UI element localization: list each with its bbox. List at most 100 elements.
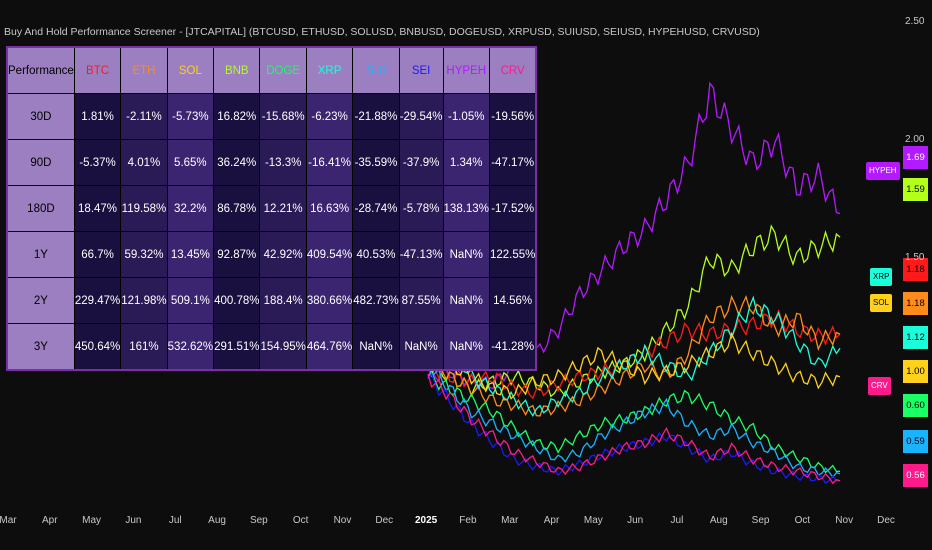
- x-tick-label: Apr: [42, 515, 58, 526]
- table-cell: 229.47%: [73, 277, 122, 324]
- y-tick-label: 1.50: [905, 252, 925, 264]
- x-tick-label: Dec: [877, 515, 895, 526]
- table-cell: -28.74%: [352, 185, 400, 232]
- table-cell: -29.54%: [398, 93, 444, 140]
- x-tick-label: Mar: [0, 515, 17, 526]
- last-value-badge-crv: 0.56: [903, 464, 928, 487]
- table-cell: 464.76%: [305, 323, 354, 371]
- table-cell: -37.9%: [398, 139, 444, 186]
- last-value-badge-bnb: 1.59: [903, 178, 928, 201]
- x-tick-label: Dec: [375, 515, 394, 526]
- table-cell: NaN%: [442, 277, 490, 324]
- performance-table: Performance BTC ETH SOL BNB DOGE XRP SUI SEI HYP…: [6, 46, 538, 371]
- table-cell: 122.55%: [488, 231, 537, 278]
- sol-tag: SOL: [870, 294, 893, 312]
- table-cell: 400.78%: [213, 277, 261, 324]
- table-cell: 409.54%: [305, 231, 354, 278]
- table-header-row: Performance BTC ETH SOL BNB DOGE XRP SUI SEI HYP…: [6, 46, 537, 94]
- last-value-badge-btc: 1.18: [903, 258, 928, 281]
- y-tick-label: 2.50: [905, 15, 925, 27]
- table-cell: 161%: [120, 323, 168, 371]
- table-cell: NaN%: [398, 323, 444, 371]
- table-cell: 13.45%: [166, 231, 215, 278]
- row-label: 2Y: [6, 277, 75, 324]
- xrp-tag: XRP: [870, 268, 893, 286]
- table-corner-label: Performance: [6, 46, 75, 94]
- series-line-sui: [427, 362, 841, 479]
- table-cell: 154.95%: [259, 323, 307, 371]
- table-cell: 1.81%: [73, 93, 122, 140]
- chart-title: Buy And Hold Performance Screener - [JTC…: [4, 26, 760, 38]
- table-cell: 92.87%: [213, 231, 261, 278]
- table-cell: -13.3%: [259, 139, 307, 186]
- table-row: 3Y 450.64% 161% 532.62% 291.51% 154.95% 464.76…: [6, 323, 537, 371]
- table-cell: 14.56%: [488, 277, 537, 324]
- x-tick-label: May: [583, 515, 603, 526]
- series-line-xrp: [427, 295, 841, 417]
- row-label: 180D: [6, 185, 75, 232]
- x-tick-label: Nov: [333, 515, 352, 526]
- table-cell: -6.23%: [305, 93, 354, 140]
- table-cell: 121.98%: [120, 277, 168, 324]
- x-tick-label: Apr: [543, 515, 560, 526]
- x-tick-label: Oct: [794, 515, 811, 526]
- coin-header-sui: SUI: [352, 46, 400, 94]
- x-tick-label: Mar: [501, 515, 519, 526]
- table-cell: 1.34%: [442, 139, 490, 186]
- table-cell: 42.92%: [259, 231, 307, 278]
- table-cell: NaN%: [442, 231, 490, 278]
- table-row: 90D -5.37% 4.01% 5.65% 36.24% -13.3% -16.41% -3…: [6, 139, 537, 186]
- x-tick-label: Sep: [249, 515, 268, 526]
- table-row: 30D 1.81% -2.11% -5.73% 16.82% -15.68% -6.23% -…: [6, 93, 537, 140]
- table-cell: -47.17%: [488, 139, 537, 186]
- table-cell: 86.78%: [213, 185, 261, 232]
- table-row: 2Y 229.47% 121.98% 509.1% 400.78% 188.4% 380.6…: [6, 277, 537, 324]
- x-tick-label: Aug: [709, 515, 728, 526]
- table-cell: 380.66%: [305, 277, 354, 324]
- x-tick-label: May: [82, 515, 102, 526]
- series-line-crv: [427, 373, 841, 485]
- table-cell: 12.21%: [259, 185, 307, 232]
- table-cell: 66.7%: [73, 231, 122, 278]
- table-cell: 87.55%: [398, 277, 444, 324]
- table-cell: 291.51%: [213, 323, 261, 371]
- table-cell: -2.11%: [120, 93, 168, 140]
- x-tick-label: Nov: [835, 515, 854, 526]
- table-row: 1Y 66.7% 59.32% 13.45% 92.87% 42.92% 409.54% 40…: [6, 231, 537, 278]
- x-tick-label: Sep: [751, 515, 770, 526]
- table-cell: 16.63%: [305, 185, 354, 232]
- table-cell: -16.41%: [305, 139, 354, 186]
- x-tick-label: Jul: [168, 515, 182, 526]
- table-cell: 4.01%: [120, 139, 168, 186]
- last-value-badge-hypeh: 1.69: [903, 146, 928, 169]
- last-value-badge-sui: 0.59: [903, 430, 928, 453]
- series-line-sei: [427, 372, 841, 485]
- table-cell: 509.1%: [166, 277, 215, 324]
- table-cell: 188.4%: [259, 277, 307, 324]
- table-cell: 36.24%: [213, 139, 261, 186]
- x-tick-label: Jun: [627, 515, 644, 526]
- x-tick-label: 2025: [414, 515, 438, 526]
- table-cell: -17.52%: [488, 185, 537, 232]
- crv-tag: CRV: [868, 377, 891, 395]
- x-tick-label: Oct: [292, 515, 309, 526]
- coin-header-hypeh: HYPEH: [442, 46, 490, 94]
- row-label: 90D: [6, 139, 75, 186]
- last-value-badge-doge: 0.60: [903, 394, 928, 417]
- coin-header-bnb: BNB: [213, 46, 261, 94]
- table-cell: 40.53%: [352, 231, 400, 278]
- table-cell: 16.82%: [213, 93, 261, 140]
- x-tick-label: Aug: [208, 515, 226, 526]
- table-cell: 532.62%: [166, 323, 215, 371]
- coin-header-sei: SEI: [398, 46, 444, 94]
- table-cell: -5.37%: [73, 139, 122, 186]
- table-row: 180D 18.47% 119.58% 32.2% 86.78% 12.21% 16.63%…: [6, 185, 537, 232]
- table-cell: -47.13%: [398, 231, 444, 278]
- last-value-badge-eth: 1.18: [903, 292, 928, 315]
- table-cell: -1.05%: [442, 93, 490, 140]
- y-tick-label: 2.00: [905, 134, 925, 146]
- series-line-sol: [427, 331, 841, 400]
- x-tick-label: Jul: [670, 515, 684, 526]
- table-cell: -35.59%: [352, 139, 400, 186]
